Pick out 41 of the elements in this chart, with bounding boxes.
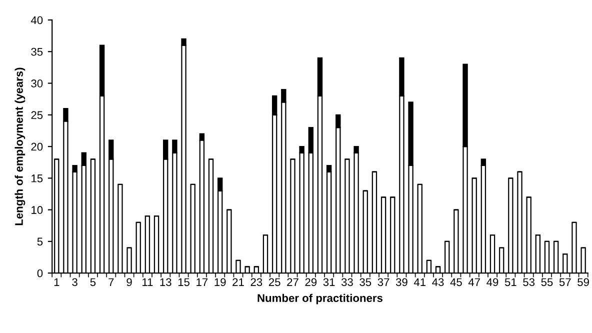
x-tick-label: 47 xyxy=(468,278,480,286)
x-tick-label: 45 xyxy=(450,278,462,286)
y-tick-label: 15 xyxy=(32,174,43,182)
x-tick-label: 29 xyxy=(305,278,317,286)
x-tick-label: 9 xyxy=(126,278,132,286)
x-tick-label: 39 xyxy=(396,278,408,286)
x-tick-label: 25 xyxy=(268,278,280,286)
y-tick-label: 30 xyxy=(31,80,43,88)
x-tick-label: 19 xyxy=(214,278,226,286)
x-tick-label: 7 xyxy=(108,278,114,286)
x-tick-label: 13 xyxy=(160,278,172,286)
x-tick-label: 27 xyxy=(287,278,298,286)
x-tick-label: 37 xyxy=(378,278,390,286)
x-tick-label: 35 xyxy=(360,278,372,286)
y-tick-label: 35 xyxy=(31,48,43,56)
x-tick-label: 5 xyxy=(90,278,96,286)
x-tick-label: 15 xyxy=(178,278,190,286)
x-tick-label: 51 xyxy=(504,278,516,286)
y-tick-label: 25 xyxy=(31,111,43,120)
x-tick-label: 17 xyxy=(196,278,208,286)
y-tick-label: 10 xyxy=(32,206,43,214)
x-axis-title: Number of practitioners xyxy=(258,294,382,304)
x-tick-label: 43 xyxy=(432,278,444,286)
x-tick-label: 41 xyxy=(414,278,426,286)
x-tick-label: 31 xyxy=(323,278,335,286)
x-tick-label: 55 xyxy=(541,278,553,286)
y-tick-label: 5 xyxy=(37,238,43,246)
y-axis-title: Length of employment (years) xyxy=(14,68,26,226)
x-tick-label: 21 xyxy=(232,278,244,286)
x-tick-label: 23 xyxy=(250,278,262,286)
x-tick-label: 49 xyxy=(486,278,498,286)
x-tick-label: 3 xyxy=(72,278,78,286)
y-tick-label: 20 xyxy=(31,142,43,151)
x-tick-label: 11 xyxy=(142,278,153,286)
y-tick-label: 40 xyxy=(30,16,43,24)
x-tick-label: 1 xyxy=(54,278,60,286)
x-tick-label: 59 xyxy=(578,278,589,286)
y-tick-label: 0 xyxy=(37,269,43,278)
x-tick-label: 53 xyxy=(523,278,535,286)
x-tick-label: 57 xyxy=(559,278,571,286)
x-tick-label: 33 xyxy=(341,278,353,286)
